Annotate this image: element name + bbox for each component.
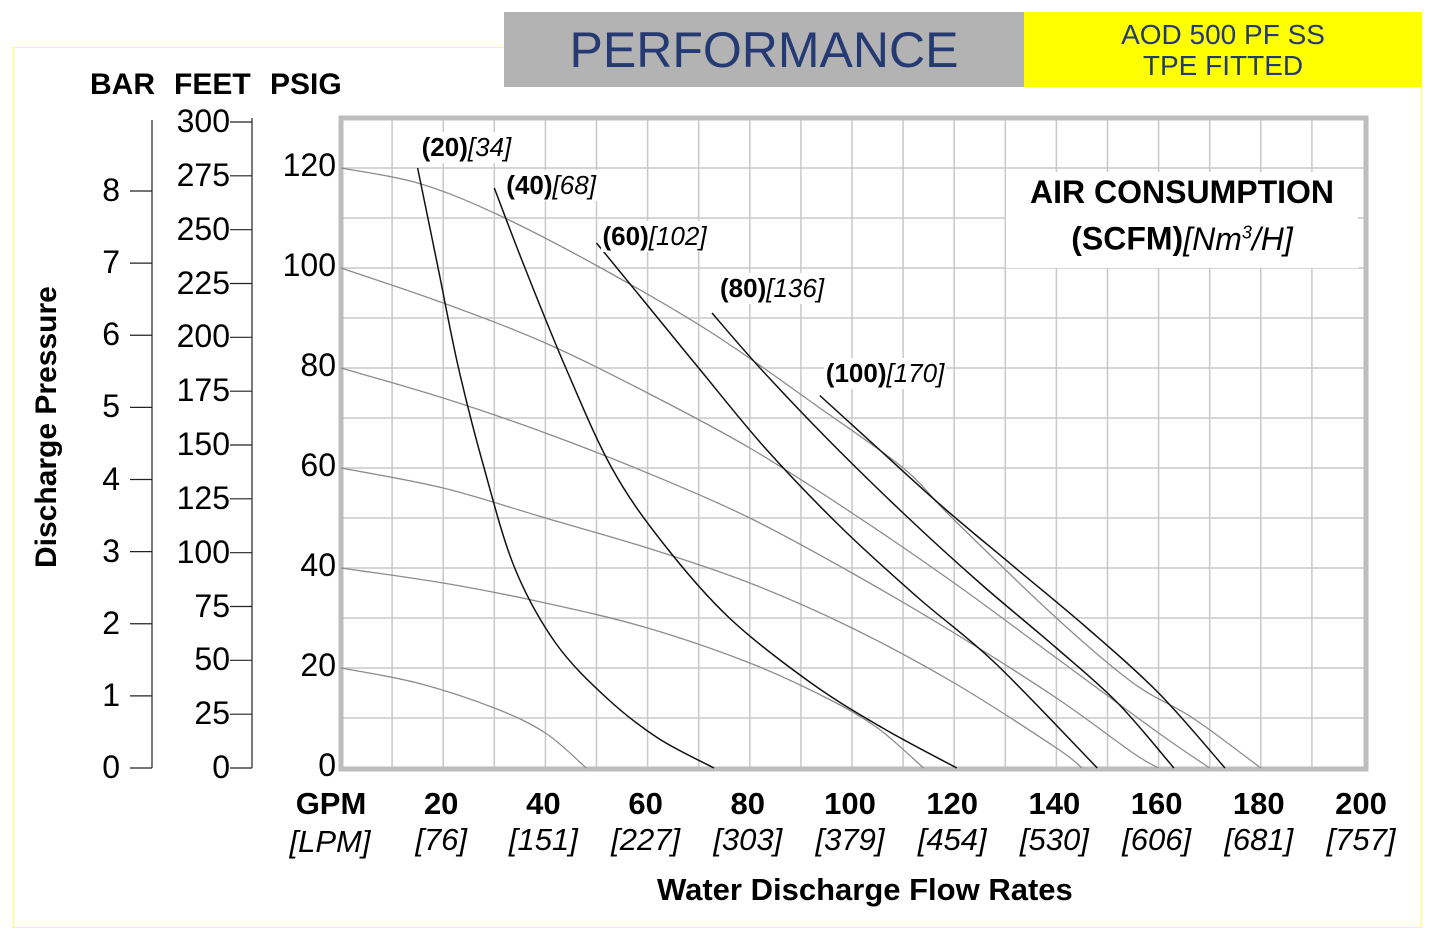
air-curve-label-nm3h: [34] <box>467 132 512 162</box>
feet-axis-title: FEET <box>174 68 251 101</box>
x-tick-label-gpm: 100 <box>824 786 876 821</box>
bar-tick-label: 8 <box>102 172 120 208</box>
x-tick-label-gpm: 60 <box>628 786 663 821</box>
x-tick-label-lpm: [454] <box>917 822 987 857</box>
pressure-curve <box>340 567 924 769</box>
x-tick-label-lpm: [151] <box>508 822 578 857</box>
air-curve-label: (60)[102] <box>600 221 709 252</box>
air-consumption-curve <box>416 167 715 769</box>
feet-tick-label: 250 <box>176 210 230 247</box>
air-curve-label-nm3h: [136] <box>766 273 825 303</box>
feet-tick-label: 75 <box>194 587 230 624</box>
air-curve-label: (100)[170] <box>823 357 947 389</box>
air-consumption-curve <box>711 312 1175 769</box>
psig-tick-label: 20 <box>300 647 336 683</box>
feet-tick-label: 100 <box>176 533 230 570</box>
feet-tick-label: 50 <box>194 641 230 678</box>
air-consumption-curve <box>595 242 1098 769</box>
air-curve-label-scfm: (60) <box>602 221 649 251</box>
x-tick-label-lpm: [757] <box>1326 822 1396 857</box>
x-tick-label-gpm: 200 <box>1335 786 1387 821</box>
psig-tick-label: 120 <box>282 147 336 183</box>
x-tick-label-lpm: [606] <box>1122 822 1192 857</box>
legend-unit-metric: [Nm3/H] <box>1183 221 1293 257</box>
page-title: PERFORMANCE <box>569 21 959 78</box>
legend-unit-nm: [Nm <box>1183 220 1242 257</box>
psig-axis-title: PSIG <box>270 68 342 101</box>
x-tick-label-gpm: 20 <box>423 786 459 821</box>
bar-tick-label: 5 <box>102 388 120 425</box>
x-axis-title: Water Discharge Flow Rates <box>657 872 1073 907</box>
x-tick-label-lpm: [227] <box>611 822 681 857</box>
air-curve-label: (80)[136] <box>717 273 827 304</box>
header-title-box: PERFORMANCE <box>504 12 1024 87</box>
legend-unit-h: /H] <box>1251 220 1293 257</box>
bar-tick-label: 2 <box>102 604 120 641</box>
bar-tick-label: 0 <box>102 749 120 785</box>
x-unit-gpm: GPM <box>295 786 367 821</box>
pressure-curve <box>340 367 1159 769</box>
psig-tick-label: 60 <box>300 447 336 483</box>
x-tick-label-lpm: [530] <box>1019 822 1089 857</box>
pressure-curve <box>340 467 1083 769</box>
bar-tick-label: 7 <box>102 244 120 281</box>
feet-tick-label: 175 <box>176 372 230 409</box>
x-unit-lpm: [LPM] <box>289 824 371 859</box>
feet-tick-label: 125 <box>176 479 230 516</box>
model-fitting: TPE FITTED <box>1142 49 1304 81</box>
pressure-curve <box>340 167 1262 769</box>
model-box: AOD 500 PF SS TPE FITTED <box>1024 12 1422 87</box>
legend-unit-sup: 3 <box>1241 222 1252 242</box>
x-tick-label-gpm: 160 <box>1130 786 1183 821</box>
x-tick-label-gpm: 40 <box>526 786 561 821</box>
air-curve-label: (40)[68] <box>504 170 598 201</box>
feet-tick-label: 25 <box>194 695 230 732</box>
air-curve-label-scfm: (100) <box>825 357 887 388</box>
x-tick-label-gpm: 80 <box>730 786 766 821</box>
feet-tick-label: 275 <box>176 156 230 193</box>
psig-tick-label: 100 <box>282 247 336 283</box>
air-curve-label: (20)[34] <box>419 132 514 163</box>
feet-tick-label: 300 <box>176 103 230 139</box>
pressure-curve <box>340 267 1211 769</box>
bar-tick-label: 3 <box>102 532 120 569</box>
legend-title-line2: (SCFM)[Nm3/H] <box>1006 212 1358 259</box>
x-tick-label-gpm: 180 <box>1232 786 1285 821</box>
psig-tick-label: 80 <box>300 347 336 383</box>
air-consumption-curve <box>493 187 958 769</box>
feet-tick-label: 0 <box>212 749 230 785</box>
bar-tick-label: 4 <box>102 460 120 497</box>
feet-tick-label: 150 <box>176 426 230 462</box>
x-tick-label-lpm: [681] <box>1224 822 1294 857</box>
psig-tick-label: 0 <box>318 747 336 783</box>
air-curve-label-nm3h: [170] <box>886 357 945 388</box>
x-tick-label-lpm: [379] <box>815 822 885 857</box>
x-tick-label-gpm: 140 <box>1028 786 1081 821</box>
air-curve-label-scfm: (40) <box>506 170 553 200</box>
bar-tick-label: 6 <box>102 316 120 353</box>
bar-axis-title: BAR <box>90 68 155 101</box>
psig-tick-label: 40 <box>300 547 336 583</box>
x-tick-label-lpm: [303] <box>713 822 783 857</box>
pressure-curve <box>340 667 587 769</box>
feet-tick-label: 225 <box>176 264 230 301</box>
air-curve-label-scfm: (20) <box>421 132 468 162</box>
air-curve-label-nm3h: [102] <box>648 221 707 251</box>
x-tick-label-lpm: [76] <box>415 822 468 857</box>
plot-frame <box>338 115 1369 772</box>
model-name: AOD 500 PF SS <box>1121 18 1325 50</box>
legend-unit-scfm: (SCFM) <box>1071 220 1184 257</box>
air-consumption-curve <box>819 394 1226 769</box>
air-curve-label-scfm: (80) <box>719 273 767 303</box>
legend-title-line1: AIR CONSUMPTION <box>1030 174 1334 210</box>
air-curve-label-nm3h: [68] <box>552 170 596 200</box>
legend-title: AIR CONSUMPTION (SCFM)[Nm3/H] <box>1006 172 1358 268</box>
bar-tick-label: 1 <box>102 676 120 713</box>
x-tick-label-gpm: 120 <box>926 786 979 821</box>
feet-tick-label: 200 <box>176 318 230 355</box>
